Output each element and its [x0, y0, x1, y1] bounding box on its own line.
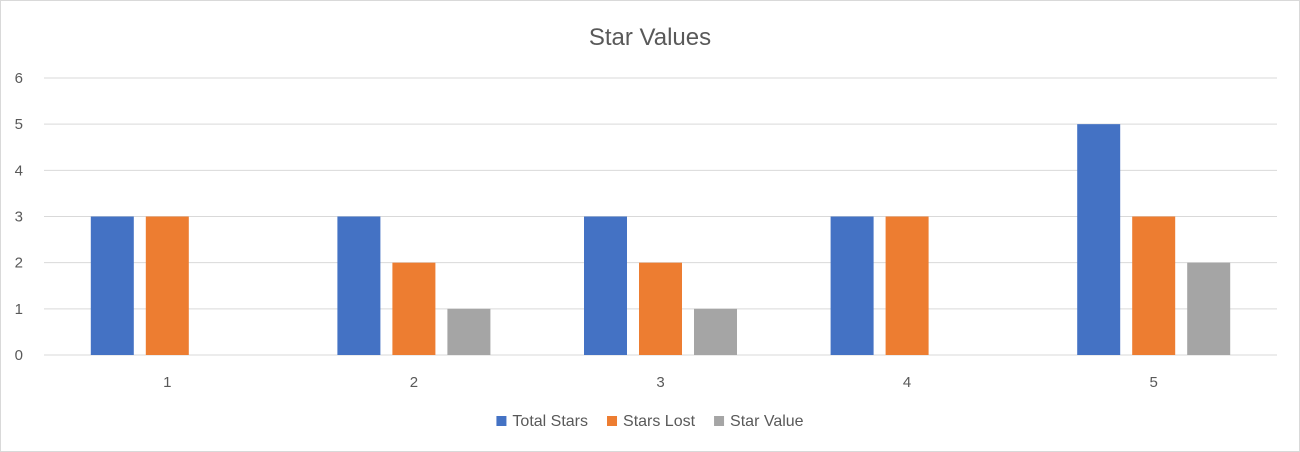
x-axis-ticks: 1 2 3 4 5: [163, 374, 1158, 391]
legend: Total Stars Stars Lost Star Value: [496, 413, 804, 430]
y-tick-label: 0: [15, 347, 23, 364]
x-tick-label: 3: [656, 374, 664, 391]
bar-stars-lost-4: [885, 216, 929, 355]
x-tick-label: 4: [903, 374, 911, 391]
legend-swatch-total-stars: [496, 416, 507, 426]
legend-label-stars-lost: Stars Lost: [623, 413, 696, 430]
y-tick-label: 6: [15, 70, 23, 87]
bar-stars-lost-3: [639, 262, 682, 355]
y-axis-ticks: 0 1 2 3 4 5 6: [15, 70, 23, 364]
bar-total-stars-5: [1077, 124, 1121, 356]
legend-swatch-stars-lost: [607, 416, 618, 426]
bar-star-value-5: [1187, 262, 1231, 355]
bar-star-value-3: [694, 308, 737, 355]
legend-swatch-star-value: [714, 416, 725, 426]
bar-stars-lost-2: [392, 262, 436, 355]
x-tick-label: 5: [1150, 374, 1158, 391]
x-tick-label: 1: [163, 374, 171, 391]
chart-title: Star Values: [589, 24, 711, 51]
bar-total-stars-2: [337, 216, 381, 355]
y-tick-label: 1: [15, 301, 23, 318]
bar-total-stars-3: [584, 216, 627, 355]
y-tick-label: 3: [15, 209, 23, 226]
y-tick-label: 4: [15, 162, 23, 179]
y-tick-label: 2: [15, 255, 23, 272]
bar-total-stars-1: [90, 216, 134, 355]
bar-star-value-2: [447, 308, 491, 355]
x-tick-label: 2: [410, 374, 418, 391]
bar-stars-lost-5: [1132, 216, 1176, 355]
bar-total-stars-4: [830, 216, 874, 355]
bars: [90, 124, 1231, 356]
bar-stars-lost-1: [145, 216, 189, 355]
legend-label-total-stars: Total Stars: [512, 413, 588, 430]
legend-label-star-value: Star Value: [730, 413, 804, 430]
y-tick-label: 5: [15, 116, 23, 133]
